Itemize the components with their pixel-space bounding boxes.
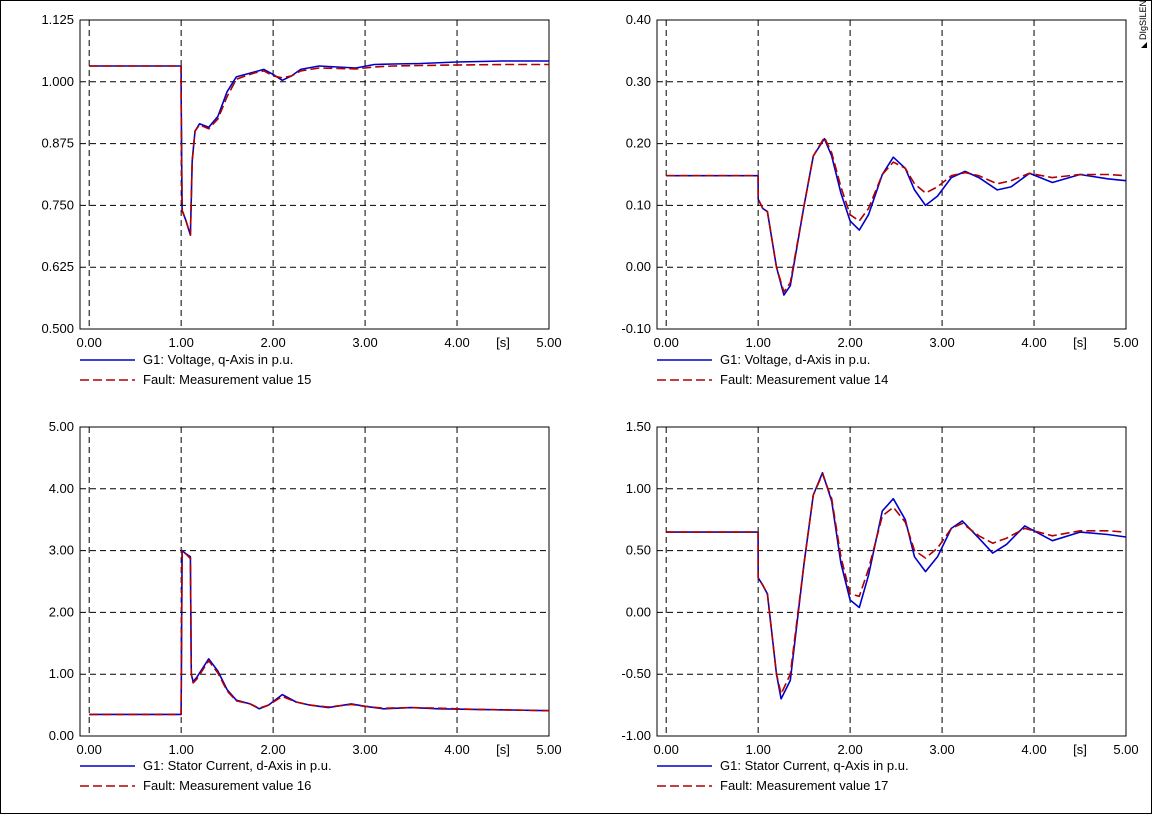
legend-label: Fault: Measurement value 14 — [720, 372, 888, 387]
y-tick-label: 1.00 — [49, 666, 74, 681]
x-tick-label: 4.00 — [444, 335, 469, 350]
y-tick-label: 1.000 — [41, 74, 74, 89]
x-tick-label: 3.00 — [929, 742, 954, 757]
x-tick-label: 4.00 — [1021, 335, 1046, 350]
x-tick-label: 5.00 — [536, 742, 561, 757]
plot-frame — [79, 19, 550, 330]
plot-4: 0.00 1.00 2.00 3.00 4.00 5.00 [s] -1.00 -0.50 0.0… — [621, 419, 1138, 793]
x-tick-label: 2.00 — [837, 742, 862, 757]
x-tick-label: 1.00 — [746, 742, 771, 757]
plot-3: 0.00 1.00 2.00 3.00 4.00 5.00 [s] 0.00 1.00 2.00 3… — [49, 419, 562, 793]
y-tick-label: 0.10 — [626, 197, 651, 212]
x-tick-label: 5.00 — [1113, 335, 1138, 350]
plots-container: 0.00 1.00 2.00 3.00 4.00 5.00 [s] 0.500 0.625 0.7… — [41, 12, 1138, 793]
y-tick-label: 0.625 — [41, 259, 74, 274]
y-tick-label: 0.00 — [49, 728, 74, 743]
brand-triangle-icon — [1141, 42, 1147, 48]
series-line-2 — [89, 549, 550, 716]
brand-label: DIgSILENT — [1138, 0, 1148, 40]
y-tick-label: 1.50 — [626, 419, 651, 434]
legend-label: G1: Voltage, d-Axis in p.u. — [720, 352, 870, 367]
x-unit-label: [s] — [496, 335, 510, 350]
x-tick-label: 0.00 — [654, 742, 679, 757]
x-tick-label: 5.00 — [536, 335, 561, 350]
x-tick-label: 0.00 — [654, 335, 679, 350]
x-tick-label: 0.00 — [77, 742, 102, 757]
x-unit-label: [s] — [1073, 335, 1087, 350]
x-tick-label: 1.00 — [169, 742, 194, 757]
y-tick-label: 0.20 — [626, 136, 651, 151]
plot-frame — [656, 19, 1127, 330]
x-tick-label: 2.00 — [260, 742, 285, 757]
y-tick-label: 0.40 — [626, 12, 651, 27]
legend-label: G1: Stator Current, d-Axis in p.u. — [143, 758, 332, 773]
x-tick-label: 0.00 — [77, 335, 102, 350]
series-line-1 — [89, 60, 549, 236]
x-tick-label: 1.00 — [746, 335, 771, 350]
plot-2: 0.00 1.00 2.00 3.00 4.00 5.00[s]-0.100.000.10… — [621, 12, 1138, 387]
series-line-2 — [89, 63, 549, 236]
legend-label: G1: Voltage, q-Axis in p.u. — [143, 352, 293, 367]
series-line-2 — [666, 473, 1127, 695]
y-tick-label: 1.125 — [41, 12, 74, 27]
y-tick-label: 0.750 — [41, 197, 74, 212]
legend-label: Fault: Measurement value 17 — [720, 778, 888, 793]
y-tick-label: 0.500 — [41, 321, 74, 336]
y-tick-label: -0.50 — [621, 666, 651, 681]
x-tick-label: 2.00 — [837, 335, 862, 350]
y-tick-label: -1.00 — [621, 728, 651, 743]
x-unit-label: [s] — [1073, 742, 1087, 757]
y-tick-label: 0.30 — [626, 74, 651, 89]
x-tick-label: 1.00 — [169, 335, 194, 350]
brand-mark: DIgSILENT — [1138, 0, 1148, 48]
legend-label: Fault: Measurement value 15 — [143, 372, 311, 387]
legend-label: Fault: Measurement value 16 — [143, 778, 311, 793]
legend-label: G1: Stator Current, q-Axis in p.u. — [720, 758, 909, 773]
y-tick-label: 2.00 — [49, 604, 74, 619]
y-tick-label: 5.00 — [49, 419, 74, 434]
y-tick-label: 3.00 — [49, 543, 74, 558]
x-tick-label: 2.00 — [260, 335, 285, 350]
series-line-1 — [666, 137, 1127, 296]
x-tick-label: 5.00 — [1113, 742, 1138, 757]
plot-frame — [656, 426, 1127, 737]
x-tick-label: 3.00 — [352, 742, 377, 757]
series-line-2 — [666, 136, 1127, 293]
y-tick-label: 0.50 — [626, 543, 651, 558]
x-tick-label: 4.00 — [444, 742, 469, 757]
y-tick-label: 1.00 — [626, 481, 651, 496]
x-tick-label: 3.00 — [352, 335, 377, 350]
plot-frame — [79, 426, 550, 737]
y-tick-label: 0.875 — [41, 136, 74, 151]
plot-1: 0.00 1.00 2.00 3.00 4.00 5.00 [s] 0.500 0.625 0.7… — [41, 12, 561, 387]
x-unit-label: [s] — [496, 742, 510, 757]
y-tick-label: 4.00 — [49, 481, 74, 496]
y-tick-label: -0.10 — [621, 321, 651, 336]
y-tick-label: 0.00 — [626, 604, 651, 619]
y-tick-label: 0.00 — [626, 259, 651, 274]
x-tick-label: 3.00 — [929, 335, 954, 350]
x-tick-label: 4.00 — [1021, 742, 1046, 757]
